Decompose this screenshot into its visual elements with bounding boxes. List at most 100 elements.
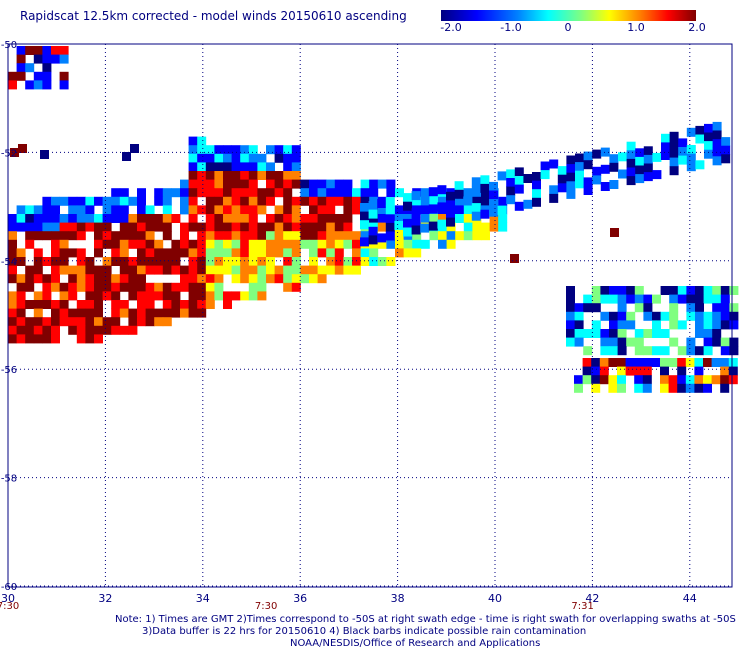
wind-cell	[728, 375, 738, 385]
wind-cell	[368, 201, 378, 210]
wind-cell	[51, 334, 60, 344]
wind-cell	[119, 239, 129, 249]
wind-cell	[154, 257, 164, 266]
wind-cell	[446, 222, 456, 232]
wind-cell	[214, 145, 224, 155]
wind-cell	[145, 205, 155, 215]
wind-cell	[266, 145, 275, 155]
wind-cell	[16, 63, 26, 73]
wind-cell	[68, 308, 78, 318]
wind-cell	[497, 205, 507, 215]
wind-cell	[162, 196, 172, 206]
wind-cell	[51, 300, 60, 309]
wind-cell	[274, 171, 284, 180]
wind-cell	[214, 248, 224, 258]
wind-cell	[102, 214, 112, 223]
wind-cell	[137, 317, 146, 327]
wind-cell	[686, 337, 696, 347]
wind-cell	[360, 211, 369, 221]
wind-cell	[575, 170, 584, 180]
wind-cell	[102, 274, 112, 284]
wind-cell	[574, 303, 584, 313]
wind-cell	[309, 231, 318, 241]
wind-cell	[119, 308, 129, 318]
wind-cell	[171, 257, 181, 266]
wind-cell	[42, 196, 52, 206]
wind-cell	[720, 375, 730, 385]
wind-cell	[205, 196, 215, 206]
wind-cell	[33, 205, 43, 215]
wind-cell	[51, 231, 60, 241]
wind-cell	[694, 366, 704, 376]
wind-cell	[33, 71, 43, 81]
wind-cell	[617, 320, 627, 330]
wind-cell	[317, 222, 327, 232]
wind-cell	[223, 145, 232, 155]
wind-cell	[334, 231, 344, 241]
wind-cell	[214, 239, 224, 249]
wind-cell	[609, 286, 618, 295]
wind-cell	[514, 201, 524, 211]
wind-cell	[326, 205, 336, 215]
wind-cell	[266, 214, 275, 223]
wind-cell	[420, 239, 430, 249]
wind-cell	[720, 383, 730, 393]
wind-cell	[583, 177, 593, 187]
wind-cell	[16, 257, 26, 266]
wind-cell	[566, 172, 576, 182]
wind-cell	[300, 231, 310, 241]
wind-cell	[429, 196, 439, 206]
wind-cell	[566, 164, 576, 174]
wind-cell	[85, 317, 95, 327]
wind-cell	[240, 188, 250, 198]
wind-cell	[369, 248, 379, 258]
wind-cell	[119, 248, 129, 258]
wind-cell	[51, 54, 60, 64]
wind-cell	[369, 257, 379, 266]
wind-cell	[137, 257, 146, 266]
wind-cell	[42, 46, 52, 55]
wind-cell	[145, 231, 155, 241]
wind-cell	[412, 248, 422, 258]
wind-cell	[266, 248, 275, 258]
wind-cell	[205, 257, 215, 266]
wind-cell	[171, 214, 181, 223]
wind-cell	[489, 214, 499, 223]
wind-cell	[42, 257, 52, 266]
wind-cell	[85, 282, 95, 292]
wind-cell	[248, 248, 258, 258]
wind-cell	[162, 188, 172, 198]
wind-cell	[42, 291, 52, 301]
wind-cell	[59, 239, 69, 249]
wind-cell	[566, 155, 576, 165]
wind-cell	[669, 303, 679, 313]
wind-cell	[463, 214, 473, 223]
wind-cell	[514, 167, 524, 177]
wind-cell	[360, 179, 370, 189]
wind-cell	[600, 346, 610, 356]
wind-cell	[240, 179, 250, 189]
wind-cell	[33, 317, 43, 327]
wind-cell	[180, 196, 189, 206]
wind-cell	[634, 337, 644, 347]
wind-cell	[111, 248, 121, 258]
wind-cell	[119, 231, 129, 241]
wind-cell	[274, 265, 284, 275]
wind-cell	[85, 196, 95, 206]
wind-cell	[240, 214, 250, 223]
wind-cell	[626, 167, 636, 177]
wind-cell	[85, 291, 95, 301]
wind-cell	[111, 282, 121, 292]
wind-cell	[248, 214, 258, 223]
wind-cell	[291, 265, 301, 275]
wind-cell	[188, 222, 198, 232]
wind-cell	[677, 320, 687, 330]
wind-cell	[231, 291, 241, 301]
wind-cell	[180, 205, 189, 215]
wind-cell	[549, 159, 559, 169]
wind-cell	[566, 286, 575, 295]
wind-cell	[721, 154, 731, 164]
wind-cell	[608, 358, 618, 367]
wind-cell	[51, 46, 60, 55]
wind-cell	[574, 337, 584, 347]
